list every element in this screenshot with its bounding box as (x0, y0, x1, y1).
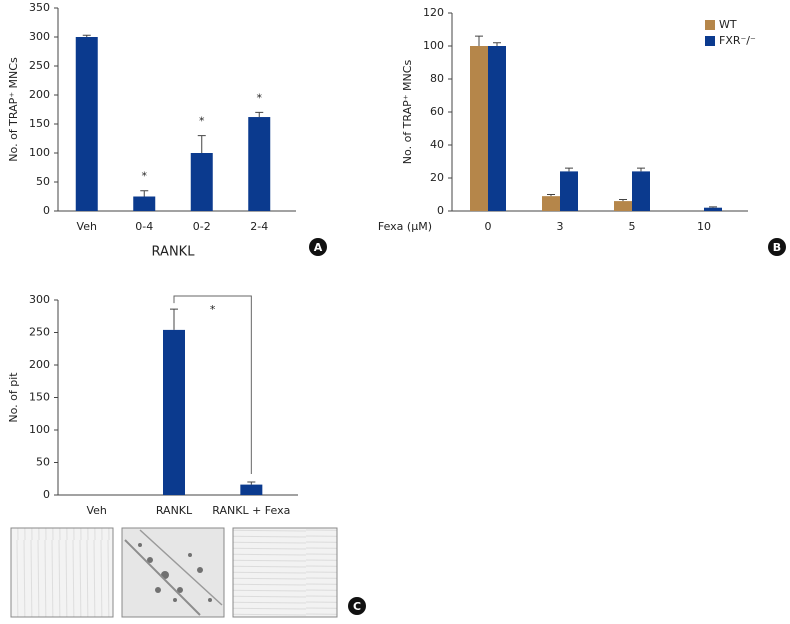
panel-label: C (353, 600, 361, 613)
x-axis-label: RANKL (152, 245, 196, 260)
panel-badge (309, 238, 327, 256)
y-tick-label: 40 (430, 138, 444, 151)
bar (704, 207, 722, 211)
x-tick-label: Veh (86, 504, 106, 517)
error-bar (197, 135, 206, 153)
y-tick-label: 250 (29, 59, 50, 72)
panel-label: A (314, 241, 323, 254)
bar (542, 196, 560, 211)
y-tick-label: 250 (29, 326, 50, 339)
panel-badge (348, 597, 366, 615)
y-tick-label: 150 (29, 117, 50, 130)
y-tick-label: 60 (430, 105, 444, 118)
y-tick-label: 150 (29, 391, 50, 404)
significance: * (257, 91, 263, 104)
legend-label: FXR⁻/⁻ (719, 34, 756, 47)
significance-bracket (173, 295, 252, 474)
x-axis-label: Fexa (μM) (378, 220, 432, 233)
x-tick-label: 3 (557, 220, 564, 233)
y-tick-label: 20 (430, 171, 444, 184)
y-tick-label: 200 (29, 358, 50, 371)
error-bar (255, 111, 264, 118)
error-bar (170, 308, 178, 330)
bar (632, 171, 650, 211)
x-tick-label: 0-4 (135, 220, 153, 233)
bar (248, 117, 271, 211)
y-axis-label: No. of TRAP⁺ MNCs (7, 57, 20, 162)
error-bar (637, 167, 645, 172)
legend-swatch (705, 36, 715, 46)
y-tick-label: 80 (430, 72, 444, 85)
bar (560, 171, 578, 211)
bar (163, 329, 185, 495)
legend-label: WT (719, 18, 737, 31)
y-tick-label: 0 (43, 488, 50, 501)
x-tick-label: 2-4 (250, 220, 268, 233)
bar (470, 46, 488, 211)
y-tick-label: 120 (423, 6, 444, 19)
micrograph (121, 527, 225, 618)
y-tick-label: 100 (423, 39, 444, 52)
micrograph (10, 527, 114, 618)
y-tick-label: 0 (43, 204, 50, 217)
error-bar (475, 35, 483, 46)
y-tick-label: 350 (29, 1, 50, 14)
y-tick-label: 300 (29, 30, 50, 43)
x-tick-label: Veh (77, 220, 97, 233)
error-bar (565, 167, 573, 172)
y-tick-label: 50 (36, 175, 50, 188)
micrograph (232, 527, 338, 618)
y-tick-label: 100 (29, 423, 50, 436)
error-bar (82, 34, 91, 37)
bar (614, 201, 632, 211)
y-tick-label: 100 (29, 146, 50, 159)
error-bar (547, 194, 555, 197)
y-axis-label: No. of pit (7, 372, 20, 423)
x-tick-label: 0 (485, 220, 492, 233)
error-bar (709, 206, 717, 208)
y-tick-label: 0 (437, 204, 444, 217)
significance: * (199, 115, 205, 128)
bar (488, 46, 506, 211)
bar (75, 37, 98, 211)
y-tick-label: 50 (36, 456, 50, 469)
error-bar (140, 190, 149, 197)
error-bar (247, 481, 256, 485)
x-tick-label: RANKL + Fexa (212, 504, 290, 517)
x-tick-label: 5 (629, 220, 636, 233)
pits (124, 529, 223, 616)
x-tick-label: 0-2 (193, 220, 211, 233)
panel-badge (768, 238, 786, 256)
significance: * (142, 170, 148, 183)
bar (190, 153, 213, 211)
x-tick-label: 10 (697, 220, 711, 233)
panel-label: B (773, 241, 781, 254)
y-tick-label: 200 (29, 88, 50, 101)
y-tick-label: 300 (29, 293, 50, 306)
error-bar (619, 198, 627, 202)
bar (240, 484, 263, 495)
y-axis-label: No. of TRAP⁺ MNCs (401, 60, 414, 165)
significance: * (210, 303, 216, 316)
bar (133, 196, 156, 211)
micrographs (10, 527, 338, 618)
error-bar (493, 42, 501, 46)
legend-swatch (705, 20, 715, 30)
x-tick-label: RANKL (156, 504, 193, 517)
